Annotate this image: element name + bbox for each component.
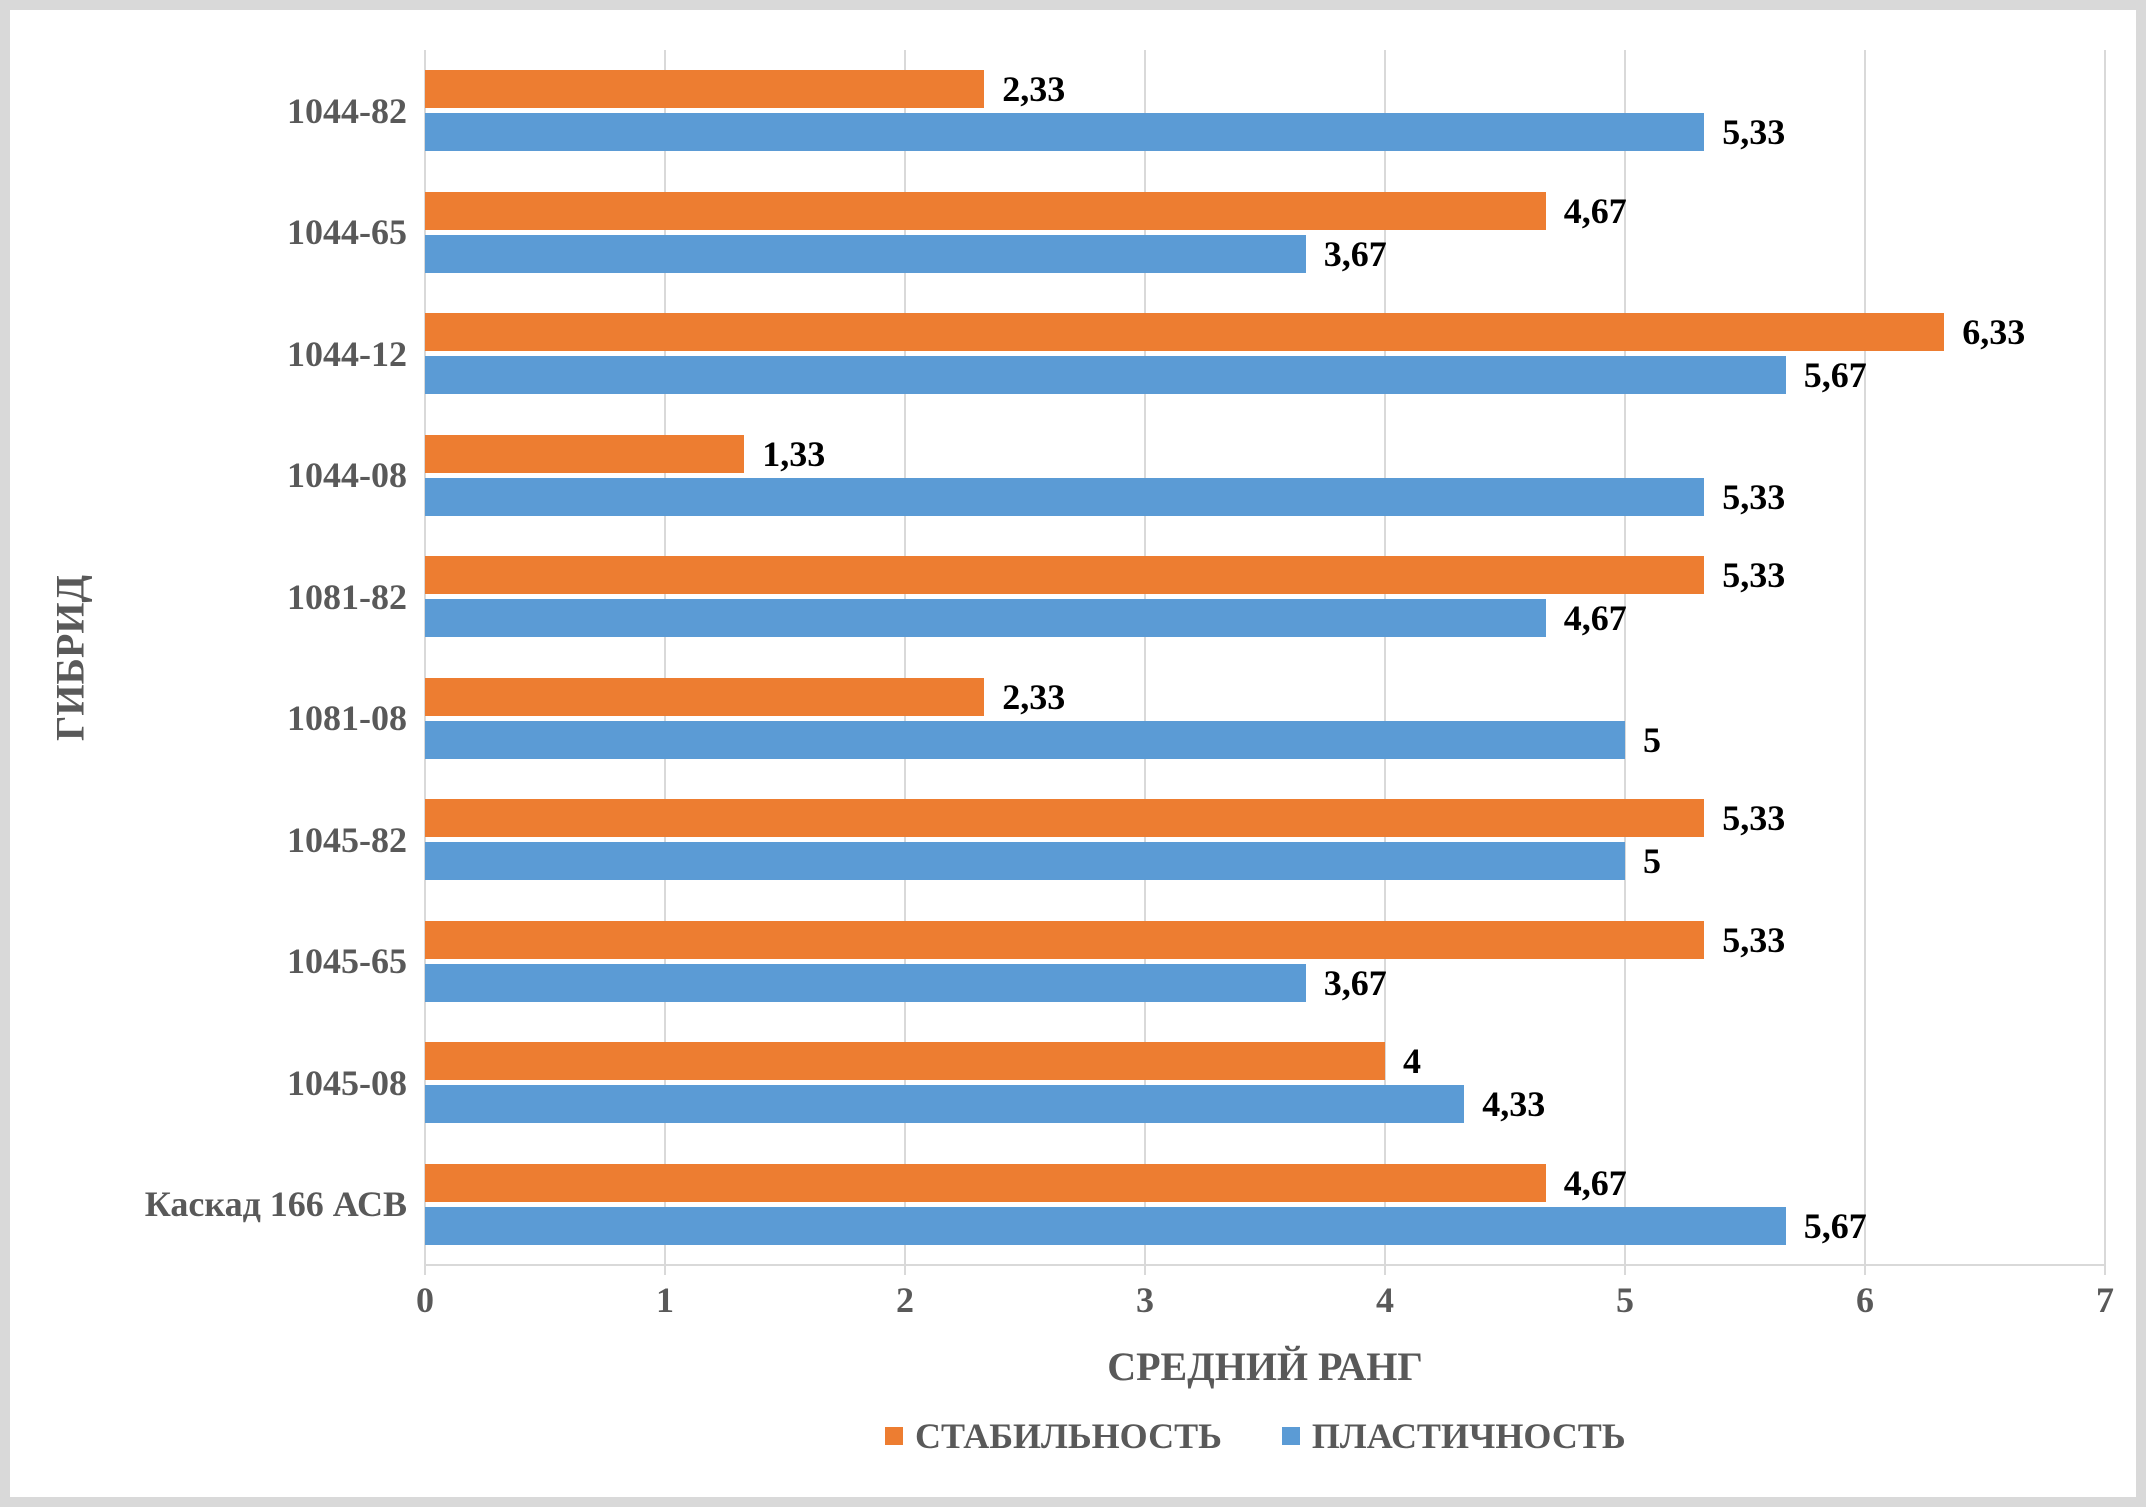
y-tick-label: 1045-82	[287, 822, 407, 858]
bar-plasticity	[425, 1085, 1464, 1123]
x-tick-label: 3	[1136, 1279, 1154, 1321]
x-axis-title: СРЕДНИЙ РАНГ	[1107, 1343, 1423, 1390]
bar-stability	[425, 435, 744, 473]
bar-stability	[425, 192, 1546, 230]
bar-stability	[425, 70, 984, 108]
x-tick-label: 2	[896, 1279, 914, 1321]
x-tick-mark	[904, 1265, 906, 1275]
bar-label-stability: 5,33	[1722, 556, 1785, 594]
bar-label-plasticity: 5,67	[1804, 1207, 1867, 1245]
y-tick-label: 1044-65	[287, 214, 407, 250]
gridline	[1624, 50, 1626, 1265]
bar-stability	[425, 313, 1944, 351]
gridline	[664, 50, 666, 1265]
bar-stability	[425, 678, 984, 716]
bar-plasticity	[425, 842, 1625, 880]
bar-label-stability: 2,33	[1002, 70, 1065, 108]
x-tick-label: 4	[1376, 1279, 1394, 1321]
legend-label: СТАБИЛЬНОСТЬ	[915, 1415, 1222, 1457]
bar-label-plasticity: 3,67	[1324, 235, 1387, 273]
bar-stability	[425, 1042, 1385, 1080]
bar-stability	[425, 1164, 1546, 1202]
bar-label-stability: 4,67	[1564, 1164, 1627, 1202]
gridline	[1144, 50, 1146, 1265]
bar-plasticity	[425, 964, 1306, 1002]
bar-label-plasticity: 5,33	[1722, 113, 1785, 151]
bar-label-stability: 5,33	[1722, 921, 1785, 959]
bar-label-stability: 4,67	[1564, 192, 1627, 230]
x-tick-mark	[1144, 1265, 1146, 1275]
chart-area: 0 1 2 3 4 5 6 7 Каскад 166 АСВ 4,67 5,67 1045-08 4 4,…	[10, 10, 2136, 1497]
y-tick-label: 1044-12	[287, 336, 407, 372]
bar-plasticity	[425, 113, 1704, 151]
y-tick-label: 1044-08	[287, 457, 407, 493]
bar-label-stability: 6,33	[1962, 313, 2025, 351]
x-tick-label: 0	[416, 1279, 434, 1321]
bar-plasticity	[425, 356, 1786, 394]
gridline	[1864, 50, 1866, 1265]
x-tick-mark	[1624, 1265, 1626, 1275]
bar-label-plasticity: 3,67	[1324, 964, 1387, 1002]
y-tick-label: Каскад 166 АСВ	[145, 1186, 407, 1222]
bar-plasticity	[425, 478, 1704, 516]
y-axis-title: ГИБРИД	[47, 574, 94, 740]
bar-stability	[425, 799, 1704, 837]
bar-stability	[425, 556, 1704, 594]
bar-plasticity	[425, 721, 1625, 759]
gridline	[424, 50, 426, 1265]
x-tick-label: 1	[656, 1279, 674, 1321]
outer-frame: 0 1 2 3 4 5 6 7 Каскад 166 АСВ 4,67 5,67 1045-08 4 4,…	[0, 0, 2146, 1507]
legend-swatch	[1282, 1427, 1300, 1445]
x-tick-label: 6	[1856, 1279, 1874, 1321]
x-tick-mark	[1864, 1265, 1866, 1275]
y-tick-label: 1081-82	[287, 579, 407, 615]
bar-label-plasticity: 5,33	[1722, 478, 1785, 516]
bar-plasticity	[425, 1207, 1786, 1245]
bar-label-plasticity: 4,33	[1482, 1085, 1545, 1123]
gridline	[1384, 50, 1386, 1265]
x-tick-label: 7	[2096, 1279, 2114, 1321]
bar-plasticity	[425, 235, 1306, 273]
legend-item: СТАБИЛЬНОСТЬ	[885, 1415, 1222, 1457]
bar-label-plasticity: 4,67	[1564, 599, 1627, 637]
y-tick-label: 1045-08	[287, 1065, 407, 1101]
gridline	[2104, 50, 2106, 1265]
legend-item: ПЛАСТИЧНОСТЬ	[1282, 1415, 1626, 1457]
bar-label-stability: 4	[1403, 1042, 1421, 1080]
bar-plasticity	[425, 599, 1546, 637]
y-tick-label: 1044-82	[287, 93, 407, 129]
x-tick-label: 5	[1616, 1279, 1634, 1321]
y-tick-label: 1045-65	[287, 943, 407, 979]
legend: СТАБИЛЬНОСТЬ ПЛАСТИЧНОСТЬ	[885, 1415, 1626, 1457]
x-tick-mark	[2104, 1265, 2106, 1275]
x-tick-mark	[664, 1265, 666, 1275]
x-axis-line	[425, 1264, 2105, 1266]
bar-label-plasticity: 5	[1643, 842, 1661, 880]
bar-stability	[425, 921, 1704, 959]
gridline	[904, 50, 906, 1265]
plot-area: 01234567Каскад 166 АСВ4,675,671045-0844,…	[425, 50, 2105, 1265]
bar-label-stability: 1,33	[762, 435, 825, 473]
x-tick-mark	[1384, 1265, 1386, 1275]
bar-label-stability: 2,33	[1002, 678, 1065, 716]
bar-label-stability: 5,33	[1722, 799, 1785, 837]
bar-label-plasticity: 5,67	[1804, 356, 1867, 394]
bar-label-plasticity: 5	[1643, 721, 1661, 759]
x-tick-mark	[424, 1265, 426, 1275]
y-tick-label: 1081-08	[287, 700, 407, 736]
legend-swatch	[885, 1427, 903, 1445]
legend-label: ПЛАСТИЧНОСТЬ	[1312, 1415, 1626, 1457]
